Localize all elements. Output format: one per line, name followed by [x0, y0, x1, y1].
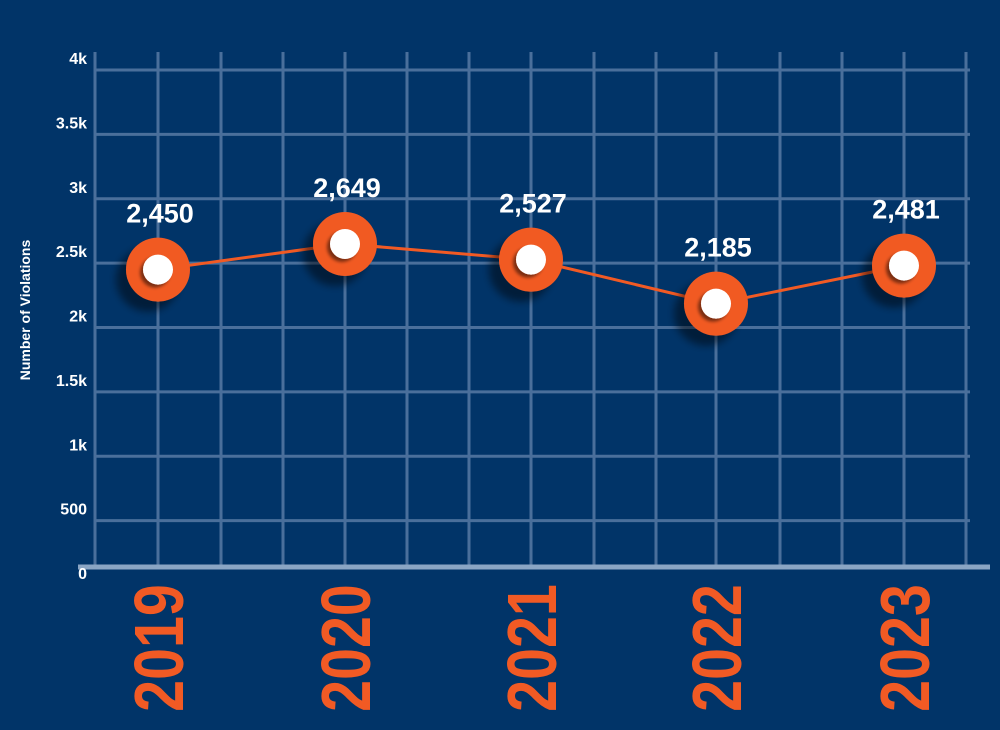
x-axis-ticks: 2019 2020 2021 2022 2023: [120, 584, 945, 712]
data-labels: 2,450 2,649 2,527 2,185 2,481: [126, 173, 940, 263]
y-tick-label: 4k: [69, 51, 87, 68]
data-point-marker: [499, 227, 563, 292]
data-label: 2,481: [872, 195, 940, 225]
y-tick-label: 3.5k: [56, 115, 87, 132]
data-point-marker: [126, 237, 190, 302]
grid: [78, 52, 990, 570]
y-tick-label: 0: [78, 566, 87, 583]
data-point-marker: [313, 211, 377, 276]
y-axis-ticks: 0 500 1k 1.5k 2k 2.5k 3k 3.5k 4k: [56, 51, 87, 583]
y-tick-label: 2k: [69, 309, 87, 326]
y-tick-label: 500: [60, 502, 87, 519]
markers: [126, 211, 936, 336]
data-point-marker: [684, 271, 748, 336]
x-tick-label: 2023: [866, 584, 945, 712]
data-label: 2,450: [126, 199, 194, 229]
x-tick-label: 2021: [493, 584, 572, 712]
y-tick-label: 1k: [69, 437, 87, 454]
x-tick-label: 2019: [120, 584, 199, 712]
data-label: 2,649: [313, 173, 381, 203]
data-label: 2,527: [499, 189, 567, 219]
y-tick-label: 3k: [69, 180, 87, 197]
x-tick-label: 2020: [307, 584, 386, 712]
y-tick-label: 1.5k: [56, 373, 87, 390]
y-axis-label: Number of Violations: [17, 240, 33, 381]
x-tick-label: 2022: [678, 584, 757, 712]
data-label: 2,185: [684, 233, 752, 263]
y-tick-label: 2.5k: [56, 244, 87, 261]
data-point-marker: [872, 233, 936, 298]
